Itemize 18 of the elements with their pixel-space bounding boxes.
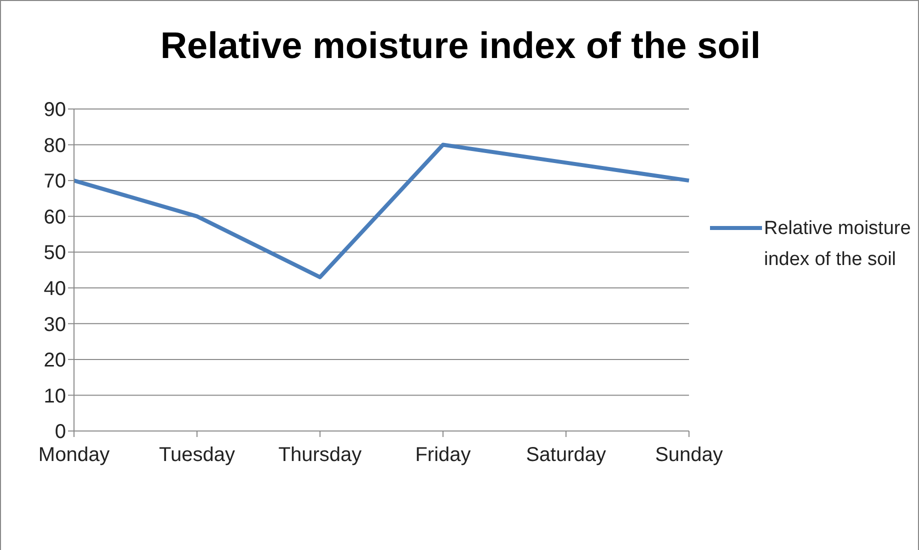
y-tick-label: 20 [44, 350, 66, 372]
y-tick-label: 60 [44, 206, 66, 228]
y-tick-label: 10 [44, 385, 66, 408]
y-tick-label: 50 [44, 242, 66, 264]
chart-title: Relative moisture index of the soil [159, 25, 762, 67]
y-tick-label: 70 [44, 170, 66, 193]
y-tick-label: 80 [44, 134, 66, 157]
x-tick-label: Tuesday [159, 444, 235, 466]
y-tick-label: 40 [44, 278, 66, 300]
x-tick-label: Monday [38, 444, 110, 466]
y-tick-label: 90 [44, 99, 66, 122]
legend-label: Relative moisture index of the soil [764, 217, 912, 272]
x-tick-label: Sunday [655, 444, 723, 466]
x-tick-label: Friday [415, 444, 471, 466]
y-tick-label: 0 [54, 421, 66, 444]
x-tick-label: Saturday [526, 444, 606, 466]
y-tick-label: 30 [44, 314, 66, 336]
x-tick-label: Thursday [278, 444, 362, 466]
